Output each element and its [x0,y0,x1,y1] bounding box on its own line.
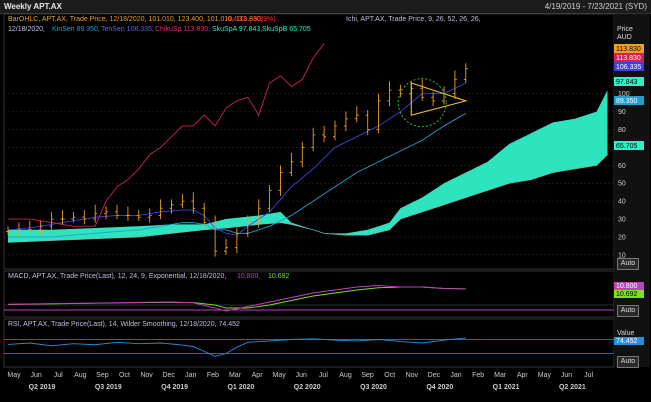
macd-value-label: 10.800 [616,283,638,290]
price-tick-label: 90 [618,109,626,116]
kijun-label: 89.350 [616,98,638,105]
month-label: Oct [119,372,130,379]
legend-macd: MACD, APT.AX, Trade Price(Last), 12, 24,… [8,273,226,280]
signal-value-label: 10.692 [616,291,638,298]
price-tick-label: 20 [618,234,626,241]
rsi-axis-title: Value [617,330,634,337]
quarter-label: Q4 2019 [161,384,188,391]
macd-label-bg [614,282,644,290]
signal-label-bg [614,290,644,298]
rsi-label-bg [614,337,644,345]
span-a-label: 97.843 [616,79,638,86]
chart-title: Weekly APT.AX [4,2,62,11]
month-label: Sep [96,372,109,379]
last-price-label: 113.830 [616,46,641,53]
quarter-label: Q4 2020 [426,384,453,391]
price-tick-label: 30 [618,217,626,224]
triangle-pattern [410,82,468,116]
legend-kijun: KinSen 89.350, [52,26,100,33]
macd-auto-button[interactable]: Auto [617,305,639,317]
quarter-label: Q2 2019 [29,384,56,391]
price-panel[interactable] [3,13,615,270]
chikou-label: 113.830 [616,55,641,62]
legend-ichi-date: 12/18/2020, [8,26,45,33]
month-label: Jan [450,372,461,379]
month-label: Apr [517,372,529,379]
month-label: Dec [428,372,441,379]
kijun-label-bg [614,96,644,105]
legend-bar-ohlc-change: -6.400, (-5.39%) [225,16,276,23]
macd-line [7,285,466,312]
price-auto-button[interactable]: Auto [617,258,639,270]
month-label: Jun [296,372,307,379]
month-label: May [7,372,21,379]
month-label: Jul [54,372,63,379]
month-label: Aug [339,372,352,379]
month-label: Feb [207,372,219,379]
highlight-circle [397,78,447,128]
month-label: Nov [406,372,419,379]
rsi-panel[interactable] [3,318,615,368]
month-label: Mar [229,372,242,379]
price-tick-label: 100 [618,91,630,98]
price-tick-label: 10 [618,252,626,259]
last-price-label-bg [614,44,644,53]
tenkan-label-bg [614,62,644,71]
month-label: Sep [361,372,374,379]
month-label: May [273,372,287,379]
legend-bar-ohlc: BarOHLC, APT.AX, Trade Price, 12/18/2020… [8,16,263,23]
rsi-value-label: 74.452 [616,338,638,345]
price-tick-label: 50 [618,181,626,188]
chikou-line [8,43,325,227]
legend-tenkan: TenSen 106.335, [101,26,154,33]
quarter-label: Q1 2020 [227,384,254,391]
month-label: Dec [162,372,175,379]
span-b-label-bg [614,141,644,150]
month-label: Jul [319,372,328,379]
legend-macd-signal: 10.692 [268,273,290,280]
quarter-label: Q3 2019 [95,384,122,391]
month-label: Jun [561,372,572,379]
kijun-line [8,113,467,238]
quarter-label: Q3 2020 [360,384,387,391]
price-axis-unit: AUD [617,34,632,41]
rsi-auto-button[interactable]: Auto [617,356,639,368]
price-tick-label: 80 [618,127,626,134]
span-b-line [7,154,608,243]
legend-macd-value: 10.800, [237,273,260,280]
month-label: Aug [74,372,87,379]
quarter-label: Q2 2020 [294,384,321,391]
month-label: Nov [140,372,153,379]
month-label: Jan [185,372,196,379]
span-a-label-bg [614,77,644,86]
quarter-label: Q2 2021 [559,384,586,391]
month-label: Apr [252,372,264,379]
window-title-bar: Weekly APT.AX 4/19/2019 - 7/23/2021 (SYD… [0,0,651,14]
month-label: Jul [584,372,593,379]
date-range: 4/19/2019 - 7/23/2021 (SYD) [544,2,647,11]
legend-span-b: SkuSpB 65.705 [262,26,311,33]
legend-span-a: SkuSpA 97.843, [212,26,262,33]
month-label: May [538,372,552,379]
month-label: Jun [30,372,41,379]
legend-chikou: ChikuSp 113.830, [155,26,210,33]
legend-rsi: RSI, APT.AX, Trade Price(Last), 14, Wild… [8,321,240,328]
tenkan-label: 106.335 [616,64,641,71]
price-tick-label: 60 [618,163,626,170]
price-axis-title: Price [617,26,633,33]
rsi-line [7,337,466,357]
span-b-label: 65.705 [616,143,638,150]
month-label: Mar [494,372,507,379]
legend-ichi: Ichi, APT.AX, Trade Price, 9, 26, 52, 26… [346,16,481,23]
ichimoku-cloud [8,90,608,243]
chikou-label-bg [614,53,644,62]
price-tick-label: 40 [618,199,626,206]
month-label: Feb [472,372,484,379]
month-label: Oct [384,372,395,379]
quarter-label: Q1 2021 [493,384,520,391]
